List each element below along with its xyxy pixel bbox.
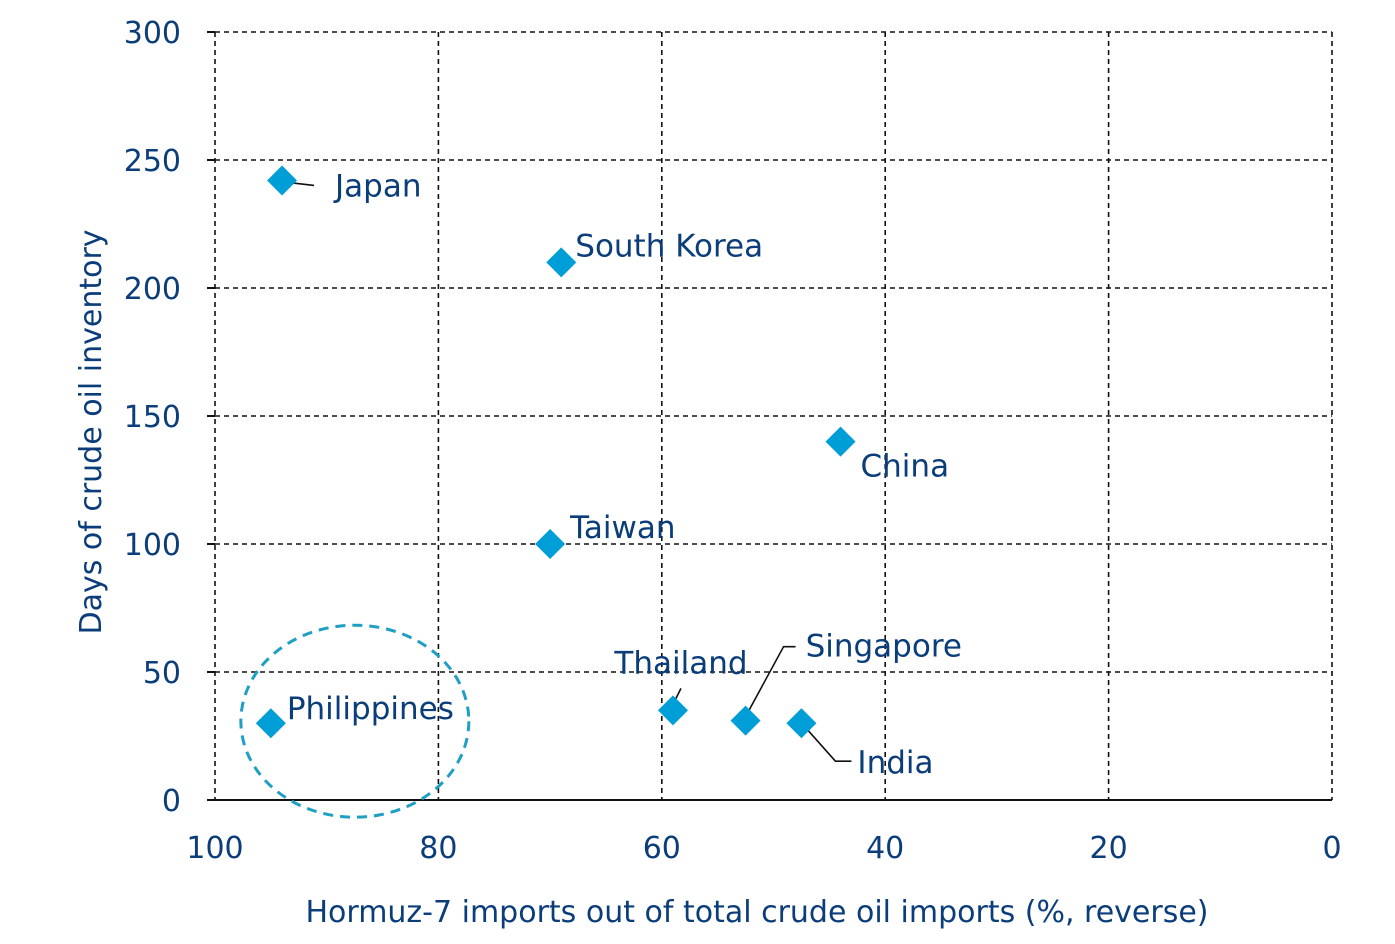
grid [214, 31, 1333, 800]
highlight-layer [239, 623, 471, 819]
x-tick-label: 40 [866, 831, 904, 866]
point-label-india: India [857, 745, 933, 781]
point-label-china: China [861, 449, 950, 485]
x-tick-label: 60 [643, 831, 681, 866]
point-label-taiwan: Taiwan [569, 510, 675, 546]
point-japan [267, 165, 298, 196]
point-label-thailand: Thailand [613, 645, 747, 681]
y-tick-label: 0 [162, 784, 181, 819]
point-philippines [255, 708, 286, 739]
leader-line-singapore [744, 645, 796, 718]
point-label-philippines: Philippines [287, 691, 454, 727]
point-taiwan [535, 529, 566, 559]
point-china [825, 426, 856, 457]
point-south-korea [546, 247, 577, 278]
point-india [786, 708, 817, 739]
y-tick-label: 100 [124, 528, 181, 563]
highlight-circle [239, 623, 471, 819]
leader-line-india [802, 724, 852, 763]
point-singapore [730, 705, 761, 736]
y-tick-label: 200 [124, 272, 181, 307]
point-label-japan: Japan [333, 168, 421, 204]
point-labels: Japan South Korea China Taiwan Thailand Singa… [287, 168, 962, 781]
y-tick-label: 50 [143, 656, 181, 691]
x-tick-label: 0 [1322, 831, 1341, 866]
point-label-south-korea: South Korea [575, 228, 763, 264]
leader-lines [287, 181, 852, 763]
x-tick-label: 20 [1090, 831, 1128, 866]
y-axis-title: Days of crude oil inventory [74, 229, 109, 634]
x-tick-label: 100 [186, 831, 243, 866]
point-thailand [657, 695, 688, 726]
y-tick-label: 150 [124, 400, 181, 435]
data-points [255, 165, 856, 739]
point-label-singapore: Singapore [806, 629, 962, 665]
y-tick-label: 300 [124, 16, 181, 51]
x-axis-title: Hormuz-7 imports out of total crude oil … [305, 895, 1208, 930]
x-tick-label: 80 [419, 831, 457, 866]
y-tick-label: 250 [124, 144, 181, 179]
